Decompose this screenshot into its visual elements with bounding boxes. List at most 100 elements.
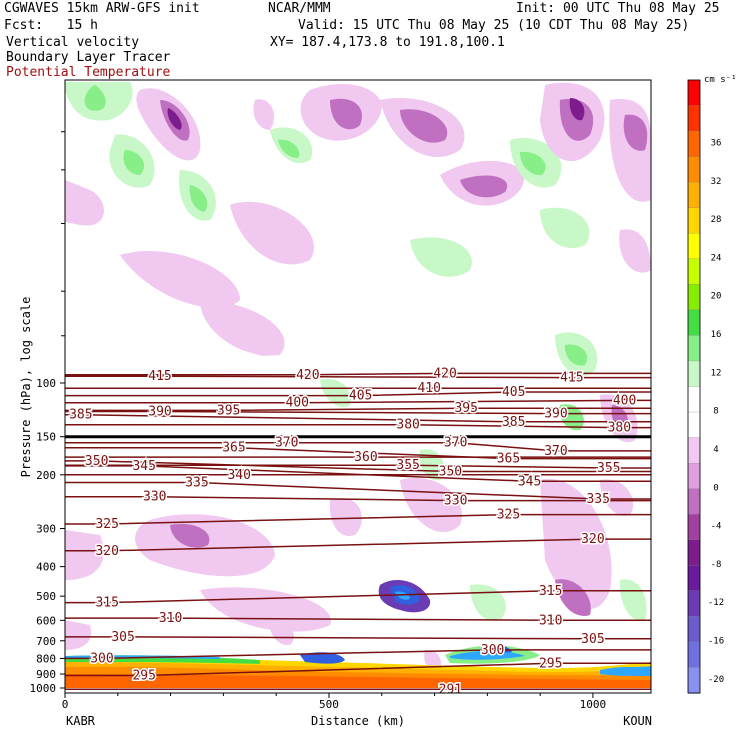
y-tick-label: 100 <box>36 377 56 390</box>
ascent-area <box>540 207 590 249</box>
theta-label: 360 <box>354 450 377 465</box>
field-potential-temperature: Potential Temperature <box>6 65 171 80</box>
theta-label: 320 <box>581 532 604 547</box>
boundary-layer-band <box>600 666 651 676</box>
descent-area <box>230 201 314 265</box>
x-tick-label: 500 <box>319 698 339 711</box>
left-endpoint-label: KABR <box>66 714 96 728</box>
descent-area <box>200 587 331 632</box>
colorbar-swatch <box>687 105 701 132</box>
colorbar-label: 8 <box>713 407 718 417</box>
theta-label: 415 <box>148 369 171 384</box>
x-tick-label: 1000 <box>580 698 607 711</box>
descent-area <box>555 579 591 616</box>
colorbar-label: 28 <box>711 215 722 225</box>
field-vertical-velocity: Vertical velocity <box>6 35 140 50</box>
y-axis-title: Pressure (hPa), log scale <box>19 297 33 478</box>
theta-label: 400 <box>286 396 309 411</box>
theta-label: 405 <box>349 389 372 404</box>
y-tick-label: 800 <box>36 652 56 665</box>
descent-area <box>619 229 651 273</box>
theta-contour-390 <box>65 410 651 415</box>
theta-label: 395 <box>217 403 240 418</box>
theta-label: 350 <box>85 454 108 469</box>
colorbar-swatch <box>687 79 701 107</box>
theta-label: 395 <box>454 401 477 416</box>
descent-area <box>253 99 275 130</box>
right-endpoint-label: KOUN <box>623 714 652 728</box>
theta-contour-315 <box>65 590 651 604</box>
model-title: CGWAVES 15km ARW-GFS init <box>4 1 200 16</box>
y-tick-label: 200 <box>36 469 56 482</box>
colorbar-label: -20 <box>708 675 724 685</box>
y-tick-label: 400 <box>36 561 56 574</box>
theta-contour-365 <box>65 446 651 460</box>
theta-contour-385 <box>65 413 651 423</box>
y-tick-label: 600 <box>36 614 56 627</box>
theta-label: 295 <box>132 669 155 684</box>
colorbar-label: 0 <box>713 483 718 493</box>
descent-area <box>569 98 585 121</box>
colorbar-label: 16 <box>711 330 722 340</box>
theta-contour-420 <box>65 372 651 376</box>
colorbar-swatch <box>687 309 701 337</box>
theta-contour-405 <box>65 391 651 397</box>
theta-label: 380 <box>608 421 631 436</box>
descent-area <box>329 498 362 536</box>
theta-contour-355 <box>65 464 651 469</box>
forecast-hour: Fcst: 15 h <box>4 18 98 33</box>
y-tick-label: 300 <box>36 523 56 536</box>
theta-label: 405 <box>502 385 525 400</box>
descent-area <box>65 620 92 650</box>
descent-area <box>170 523 210 548</box>
theta-label: 325 <box>497 508 520 523</box>
colorbar-label: -4 <box>711 522 722 532</box>
descent-area <box>65 180 104 226</box>
colorbar-label: 12 <box>711 368 722 378</box>
theta-contour-325 <box>65 513 651 525</box>
theta-label: 350 <box>439 464 462 479</box>
colorbar-frame <box>687 79 701 694</box>
colorbar-label: -12 <box>708 598 724 608</box>
boundary-layer-band <box>300 652 345 664</box>
boundary-layer-band <box>480 645 512 653</box>
colorbar-swatch <box>687 616 701 643</box>
colorbar-swatch <box>687 488 701 515</box>
theta-contour-330 <box>65 495 651 502</box>
theta-label: 365 <box>222 441 245 456</box>
potential-temperature-contours <box>65 372 651 691</box>
colorbar-swatch <box>687 207 701 234</box>
ascent-area <box>410 237 472 277</box>
x-tick-label: 0 <box>62 698 69 711</box>
theta-label: 340 <box>227 468 250 483</box>
theta-label: 370 <box>275 436 298 451</box>
y-tick-label: 500 <box>36 590 56 603</box>
colorbar-swatch <box>687 641 701 669</box>
ascent-area <box>189 185 208 212</box>
descent-area <box>540 478 612 609</box>
theta-label: 315 <box>539 584 562 599</box>
theta-label: 385 <box>69 408 92 423</box>
descent-area <box>120 251 240 308</box>
colorbar-swatch <box>687 156 701 183</box>
theta-contour-300 <box>65 649 651 660</box>
colorbar-label: 32 <box>711 177 722 187</box>
theta-label: 300 <box>90 651 113 666</box>
theta-label: 370 <box>544 444 567 459</box>
colorbar-swatch <box>687 258 701 285</box>
distance-axis: 0 500 1000 <box>62 693 606 711</box>
field-boundary-layer-tracer: Boundary Layer Tracer <box>6 50 171 65</box>
ascent-area <box>320 379 351 408</box>
colorbar-swatch <box>687 130 701 158</box>
ascent-area <box>619 579 647 621</box>
colorbar-swatch <box>687 284 701 311</box>
theta-contour-350 <box>65 460 651 473</box>
theta-label: 330 <box>444 494 467 509</box>
theta-label: 355 <box>396 458 419 473</box>
theta-label: 320 <box>95 544 118 559</box>
theta-label: 335 <box>185 476 208 491</box>
descent-area <box>600 479 634 516</box>
terrain-shadow <box>65 688 651 693</box>
ascent-area <box>123 150 145 175</box>
